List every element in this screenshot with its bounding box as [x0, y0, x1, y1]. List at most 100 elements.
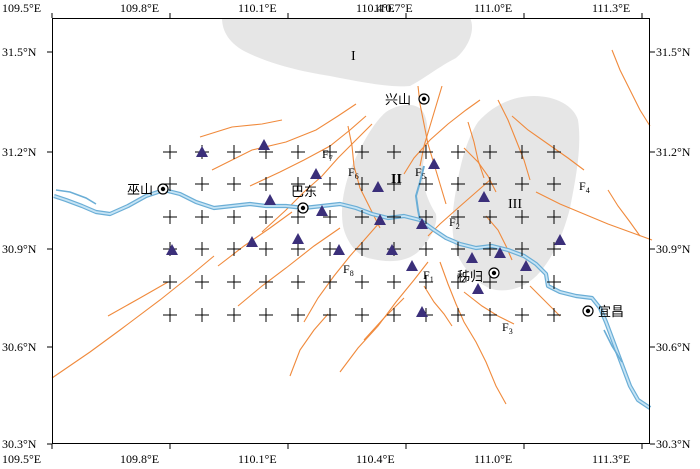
city-label: 兴山: [385, 92, 411, 107]
city-marker-dot: [160, 186, 166, 192]
lon-label-top: 110.4°E: [356, 1, 395, 15]
earthquake-triangle-icon: [406, 260, 418, 271]
fault-line: [417, 85, 447, 205]
earthquake-triangle-icon: [554, 234, 566, 245]
earthquake-triangle-icon: [166, 244, 178, 255]
fault-line: [535, 191, 653, 241]
earthquake-triangle-icon: [466, 252, 478, 263]
zones-layer: [222, 18, 580, 291]
fault-line: [237, 227, 341, 307]
lat-label-left: 31.5°N: [2, 45, 37, 59]
fault-label-f8: F8: [343, 262, 354, 278]
fault-line: [467, 121, 485, 179]
lat-labels-left: 31.5°N 31.2°N 30.9°N 30.6°N 30.3°N: [2, 45, 37, 451]
city-wushan: 巫山: [127, 182, 169, 197]
lon-label-bottom: 109.5°E: [2, 452, 41, 466]
fault-line: [217, 211, 293, 267]
fault-line: [511, 115, 585, 171]
fault-line: [347, 125, 381, 229]
earthquake-triangle-icon: [264, 194, 276, 205]
zone-ii-area: [342, 104, 437, 262]
lon-label-top: 111.3°E: [592, 1, 630, 15]
earthquake-triangle-icon: [374, 214, 386, 225]
fault-line: [529, 285, 561, 317]
lon-label-bottom: 110.4°E: [356, 452, 395, 466]
lat-label-right: 30.3°N: [656, 437, 691, 451]
fault-line: [303, 221, 381, 323]
earthquake-triangle-icon: [416, 218, 428, 229]
lat-label-right: 30.9°N: [656, 242, 691, 256]
earthquake-triangle-icon: [386, 244, 398, 255]
fault-line: [199, 119, 283, 138]
fault-line: [611, 49, 651, 127]
lat-label-right: 31.5°N: [656, 45, 691, 59]
earthquake-triangle-icon: [478, 191, 490, 202]
river-tributary: [55, 189, 97, 205]
fault-line: [107, 281, 169, 317]
fault-line: [211, 103, 357, 171]
city-yichang: 宜昌: [582, 304, 624, 319]
zone-label-i: I: [351, 49, 356, 64]
fault-line: [289, 313, 329, 377]
lat-label-right: 30.6°N: [656, 340, 691, 354]
lat-label-left: 30.9°N: [2, 242, 37, 256]
earthquake-triangle-icon: [520, 260, 532, 271]
earthquake-triangle-icon: [372, 181, 384, 192]
lon-label-bottom: 109.8°E: [120, 452, 159, 466]
lat-label-left: 30.6°N: [2, 340, 37, 354]
city-label: 巴东: [291, 184, 317, 199]
earthquake-triangle-icon: [310, 168, 322, 179]
fault-label-f7: F7: [322, 147, 333, 163]
earthquake-triangle-icon: [428, 158, 440, 169]
fault-label-f1: F1: [423, 268, 434, 284]
fault-label-f5: F5: [415, 165, 426, 181]
city-marker-dot: [300, 205, 306, 211]
earthquake-triangle-icon: [196, 146, 208, 157]
river-tributary: [603, 329, 623, 363]
earthquake-triangle-icon: [472, 283, 484, 294]
city-badong: 巴东: [291, 184, 317, 214]
lat-label-left: 31.2°N: [2, 145, 37, 159]
lat-labels-right: 31.5°N 31.2°N 30.9°N 30.6°N 30.3°N: [656, 45, 691, 451]
city-marker-dot: [421, 96, 427, 102]
city-xingshan: 兴山: [385, 92, 430, 107]
lon-label-top: 110.1°E: [238, 1, 277, 15]
fault-line: [261, 123, 373, 233]
fault-line: [51, 255, 215, 379]
zone-i-area: [222, 18, 473, 87]
city-label: 巫山: [127, 182, 153, 197]
earthquake-triangle-icon: [416, 306, 428, 317]
fault-line: [249, 115, 367, 187]
lon-labels-top: 109.5°E 109.8°E 110.1°E 110.4°E 111.0°E …: [2, 1, 630, 15]
fault-line: [607, 189, 641, 237]
fault-line: [419, 85, 443, 167]
fault-line: [427, 179, 491, 237]
fault-label-f3: F3: [502, 320, 513, 336]
lon-label-bottom: 110.1°E: [238, 452, 277, 466]
grid-crosses: [163, 145, 561, 322]
lat-label-left: 30.3°N: [2, 437, 37, 451]
map-frame: [52, 18, 650, 444]
lon-label-bottom: 111.3°E: [592, 452, 630, 466]
fault-label-f6: F6: [348, 165, 359, 181]
earthquake-triangle-icon: [316, 205, 328, 216]
lat-label-right: 31.2°N: [656, 145, 691, 159]
zone-label-ii: II: [391, 172, 402, 187]
city-marker-dot: [491, 270, 497, 276]
zone-iii-area: [452, 96, 580, 291]
earthquake-triangle-icon: [292, 233, 304, 244]
faults-layer: [51, 49, 653, 405]
zone-label-iii: III: [508, 197, 522, 212]
city-marker-dot: [585, 308, 591, 314]
earthquake-triangle-icon: [333, 244, 345, 255]
lon-label-top: 110.7°E: [374, 1, 413, 15]
fault-line: [439, 261, 507, 405]
city-zigui: 秭归: [457, 267, 500, 284]
earthquake-triangle-icon: [258, 139, 270, 150]
fault-line: [423, 285, 453, 327]
lon-labels-bottom: 109.5°E 109.8°E 110.1°E 110.4°E 111.0°E …: [2, 452, 630, 466]
city-label: 宜昌: [598, 304, 624, 319]
lon-label-top: 111.0°E: [474, 1, 512, 15]
earthquake-triangles: [166, 139, 566, 317]
